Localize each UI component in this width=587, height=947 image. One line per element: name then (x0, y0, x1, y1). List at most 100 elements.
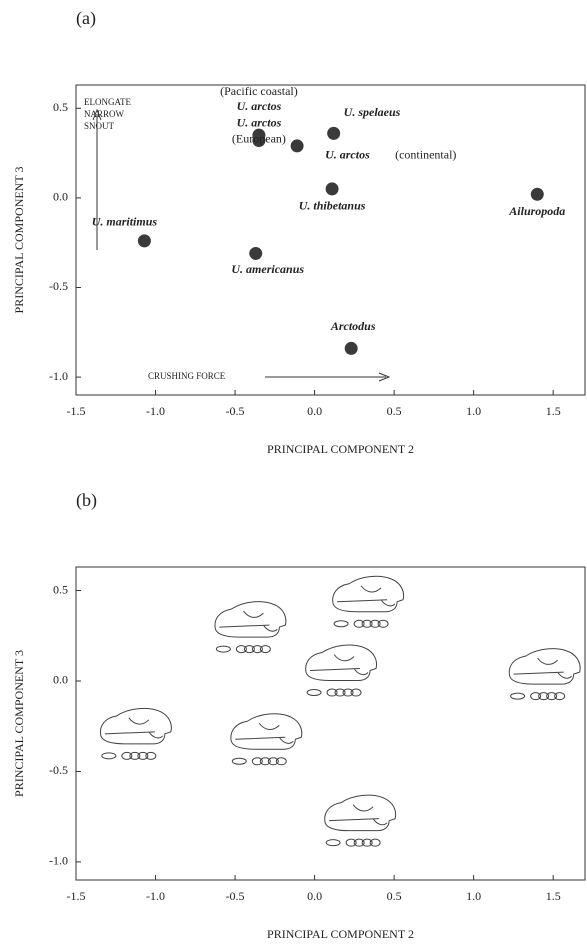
x-tick-label: -0.5 (226, 889, 245, 903)
x-tick-label: -1.5 (67, 889, 86, 903)
skull (99, 707, 172, 760)
skull-outline (332, 575, 405, 613)
tooth (546, 692, 558, 701)
tooth (235, 645, 247, 654)
tooth (251, 645, 263, 654)
tooth (121, 751, 133, 760)
tooth (369, 619, 381, 628)
x-tick-label: 1.5 (546, 889, 561, 903)
x-tick-label: 1.5 (546, 404, 561, 418)
skull (508, 648, 581, 701)
point (530, 187, 544, 201)
skull (230, 713, 303, 766)
x-tick-label: 0.0 (307, 889, 322, 903)
tooth (342, 688, 354, 697)
tooth (326, 688, 338, 697)
x-tick-label: 0.5 (387, 889, 402, 903)
tooth (361, 619, 373, 628)
skull-detail (235, 722, 294, 744)
tooth (333, 620, 349, 628)
x-tick-label: 1.0 (466, 404, 481, 418)
plot-frame (75, 84, 586, 396)
plot-frame (75, 566, 586, 881)
skull-detail (219, 610, 278, 632)
skull-detail (329, 804, 388, 826)
tooth (350, 688, 362, 697)
x-axis-label: PRINCIPAL COMPONENT 2 (267, 927, 414, 941)
tooth (554, 692, 566, 701)
point-label: U. arctos (237, 115, 282, 129)
y-tick-label: 0.0 (53, 673, 68, 687)
annotation: SNOUT (84, 121, 115, 131)
tooth (334, 688, 346, 697)
tooth (538, 692, 550, 701)
tooth (345, 838, 357, 847)
x-tick-label: -1.0 (146, 889, 165, 903)
tooth (353, 619, 365, 628)
y-tick-label: -0.5 (49, 763, 68, 777)
skull (324, 794, 397, 847)
tooth (215, 645, 231, 653)
skull-detail (513, 657, 572, 679)
tooth (129, 751, 141, 760)
panel-label: (a) (76, 8, 96, 29)
y-tick-label: 0.5 (53, 100, 68, 114)
point-label: U. arctos (237, 99, 282, 113)
arrow-head (92, 108, 102, 121)
tooth (353, 838, 365, 847)
point-label: U. americanus (231, 262, 304, 276)
x-tick-label: 0.5 (387, 404, 402, 418)
skull-outline (508, 648, 581, 685)
skull-outline (99, 707, 172, 745)
point (344, 341, 358, 355)
tooth (325, 839, 341, 847)
y-axis-label: PRINCIPAL COMPONENT 3 (12, 650, 26, 797)
point-label: Arctodus (330, 319, 376, 333)
x-axis-label: PRINCIPAL COMPONENT 2 (267, 442, 414, 456)
point-note: (Pacific coastal) (220, 84, 298, 98)
y-tick-label: 0.5 (53, 582, 68, 596)
tooth (306, 689, 322, 697)
y-tick-label: -1.0 (49, 854, 68, 868)
y-tick-label: -0.5 (49, 279, 68, 293)
point-label: U. spelaeus (344, 105, 401, 119)
tooth (530, 692, 542, 701)
tooth (259, 645, 271, 654)
tooth (369, 838, 381, 847)
skull-outline (324, 794, 397, 832)
point-note: (continental) (395, 148, 456, 162)
tooth (275, 757, 287, 766)
arrow-head (378, 372, 391, 382)
annotation: NARROW (84, 109, 125, 119)
point (327, 126, 341, 140)
tooth (231, 757, 247, 765)
point (249, 246, 263, 260)
point-label: U. arctos (325, 148, 370, 162)
x-tick-label: -0.5 (226, 404, 245, 418)
panel-label: (b) (76, 490, 97, 511)
skull-outline (230, 713, 303, 750)
tooth (510, 692, 526, 700)
y-tick-label: 0.0 (53, 190, 68, 204)
skull-detail (337, 585, 396, 607)
tooth (251, 757, 263, 766)
tooth (267, 757, 279, 766)
x-tick-label: 1.0 (466, 889, 481, 903)
point (137, 234, 151, 248)
x-tick-label: -1.5 (67, 404, 86, 418)
tooth (259, 757, 271, 766)
annotation: ELONGATE (84, 97, 131, 107)
y-axis-label: PRINCIPAL COMPONENT 3 (12, 167, 26, 314)
skull (214, 601, 287, 654)
point-note: (European) (232, 131, 286, 145)
skull (305, 644, 378, 697)
tooth (243, 645, 255, 654)
point (325, 182, 339, 196)
tooth (361, 838, 373, 847)
point-label: U. maritimus (92, 215, 158, 229)
tooth (101, 752, 117, 760)
point (252, 134, 266, 148)
skull-outline (214, 601, 287, 638)
x-tick-label: -1.0 (146, 404, 165, 418)
